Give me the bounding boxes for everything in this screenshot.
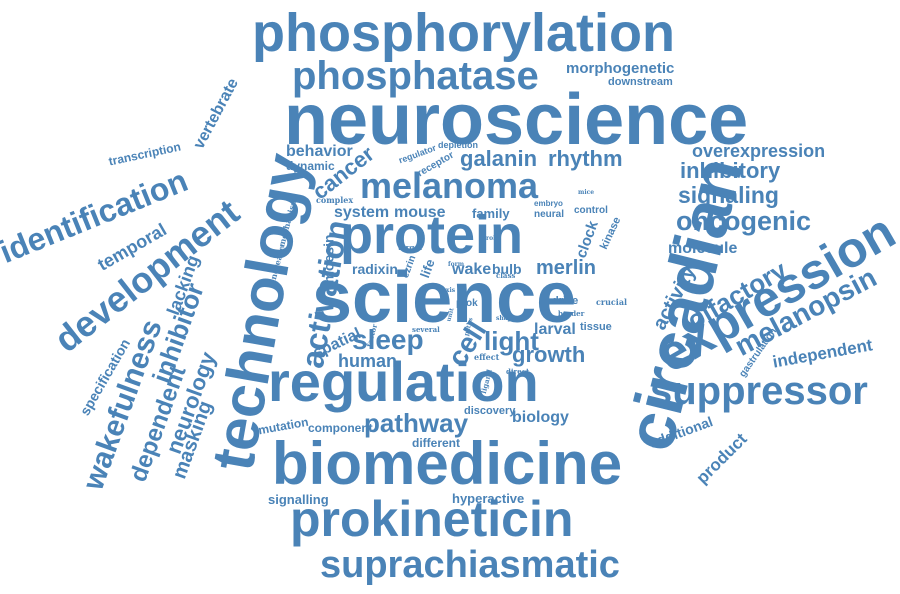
- word: pathway: [364, 408, 469, 438]
- word: clock: [572, 218, 602, 261]
- word: regulation: [268, 350, 539, 413]
- word: vertebrate: [190, 75, 242, 152]
- word: phosphorylation: [252, 3, 675, 63]
- word: product: [692, 429, 751, 488]
- word: inhibitory: [680, 158, 781, 183]
- word: phosphatase: [292, 54, 539, 98]
- word: depletion: [438, 140, 478, 150]
- word: kinase: [597, 215, 624, 252]
- word: mouse: [394, 204, 446, 221]
- word: drive: [552, 295, 579, 307]
- word: shape: [496, 315, 516, 322]
- word: moesin: [320, 234, 337, 284]
- word: control: [574, 205, 608, 216]
- word: prok: [456, 298, 478, 309]
- word: different: [412, 436, 460, 450]
- word: transcription: [107, 139, 182, 169]
- word: mice: [578, 189, 595, 196]
- word: biomedicine: [272, 430, 623, 497]
- word: signalling: [268, 492, 329, 507]
- word: larval: [534, 321, 576, 338]
- word: radixin: [352, 261, 398, 277]
- word: neural: [534, 209, 565, 220]
- word: behavior: [286, 143, 353, 160]
- word: science: [312, 258, 577, 338]
- word: effect: [474, 352, 500, 362]
- word: crucial: [596, 297, 628, 307]
- word: direct: [506, 367, 530, 376]
- word: suppressor: [650, 369, 868, 413]
- word: protein: [340, 205, 523, 265]
- word: merlin: [536, 257, 597, 279]
- word: target: [398, 243, 423, 252]
- word: border: [558, 309, 585, 318]
- word: tissue: [580, 321, 612, 333]
- word: galanin: [460, 146, 538, 171]
- word: growth: [512, 342, 586, 367]
- word: melanoma: [360, 165, 539, 206]
- word: light: [484, 326, 539, 356]
- word: family: [472, 206, 510, 221]
- word: system: [334, 204, 390, 221]
- word: oncogenic: [676, 206, 812, 236]
- word: signaling: [678, 182, 779, 208]
- word: neuroscience: [284, 80, 749, 160]
- word: overexpression: [692, 141, 826, 161]
- word: form: [448, 261, 465, 268]
- word: independent: [771, 335, 874, 372]
- word: human: [338, 351, 398, 371]
- word: axis: [442, 287, 456, 294]
- word: downstream: [608, 76, 673, 88]
- word: biology: [512, 409, 569, 426]
- word: discovery: [464, 405, 516, 417]
- word: suprachiasmatic: [320, 544, 620, 586]
- word: embryo: [534, 199, 563, 208]
- word: hyperactive: [452, 491, 525, 506]
- word: dynamic: [286, 159, 335, 173]
- word: molecule: [668, 240, 738, 257]
- word: bulb: [492, 261, 522, 277]
- word: component: [308, 421, 373, 435]
- word: complex: [316, 195, 354, 205]
- word: sleep: [352, 324, 424, 355]
- word: several: [412, 325, 440, 334]
- word: morphogenetic: [566, 60, 675, 77]
- word: wake: [452, 261, 492, 278]
- word: rhythm: [548, 146, 623, 171]
- word: role: [486, 235, 500, 242]
- word: prokineticin: [290, 491, 574, 547]
- word: class: [496, 271, 516, 280]
